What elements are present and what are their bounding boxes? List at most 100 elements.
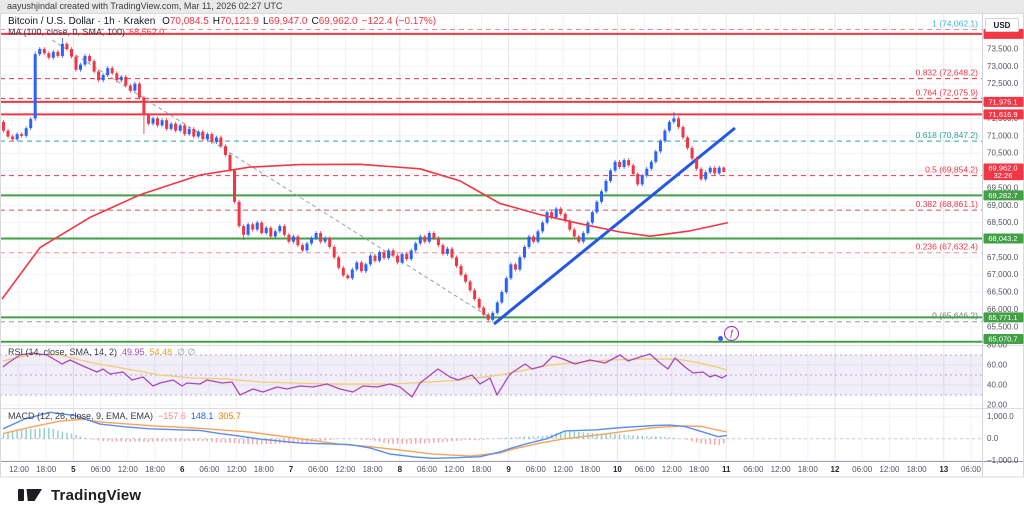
svg-text:69,962.0: 69,962.0 <box>988 164 1017 173</box>
ohlc-open-value: 70,084.5 <box>169 16 209 27</box>
fib-label: 0.618 (70,847.2) <box>916 130 979 140</box>
price-tick-label: 71,000.0 <box>987 131 1019 140</box>
ohlc-high-value: 70,121.9 <box>220 16 259 27</box>
ma-legend[interactable]: MA (100, close, 0, SMA, 100) 68,562.0 <box>8 27 164 37</box>
trendline-descending[interactable] <box>51 39 498 323</box>
macd-line[interactable] <box>2 411 728 460</box>
time-tick-label: 18:00 <box>689 465 710 474</box>
fib-label: 0.236 (67,632.4) <box>916 242 979 252</box>
price-tick-label: 66,000.0 <box>987 305 1019 314</box>
ohlc-close-label: C <box>311 16 319 27</box>
fib-label: 0.832 (72,648.2) <box>916 68 979 78</box>
time-tick-label: 06:00 <box>743 465 764 474</box>
rsi-tick-label: 80.00 <box>987 341 1008 350</box>
rsi-legend-title[interactable]: RSI (14, close, SMA, 14, 2) <box>8 347 118 357</box>
time-tick-label: 6 <box>180 465 185 474</box>
time-tick-label: 18:00 <box>254 465 275 474</box>
rsi-legend[interactable]: RSI (14, close, SMA, 14, 2) 49.95 54.48 ∅ ∅ <box>8 347 195 358</box>
current-price-badge <box>983 163 1024 181</box>
marker-dot-icon <box>718 336 723 341</box>
rsi-tick-label: 20.00 <box>987 401 1008 410</box>
chart-border <box>0 13 1024 478</box>
macd-histogram <box>2 427 725 445</box>
change-value: −122.4 (−0.17%) <box>361 16 437 27</box>
time-tick-label: 18:00 <box>36 465 57 474</box>
time-tick-label: 12:00 <box>9 465 30 474</box>
time-tick-label: 12:00 <box>118 465 139 474</box>
macd-signal-value: 305.7 <box>218 411 241 421</box>
ohlc-low-label: L <box>262 16 269 27</box>
macd-legend[interactable]: MACD (12, 26, close, 9, EMA, EMA) −157.6 1… <box>8 411 241 421</box>
trendline-ascending-support[interactable] <box>493 126 736 326</box>
time-tick-label: 06:00 <box>852 465 873 474</box>
time-tick-label: 18:00 <box>580 465 601 474</box>
time-tick-label: 18:00 <box>907 465 928 474</box>
price-tick-label: 66,500.0 <box>987 288 1019 297</box>
svg-text:65,070.7: 65,070.7 <box>988 335 1017 344</box>
fib-retracement[interactable]: 1 (74,062.1) 0.832 (72,648.2) 0.764 (72,07… <box>0 19 982 323</box>
rsi-band <box>0 354 982 396</box>
time-tick-label: 06:00 <box>635 465 656 474</box>
time-tick-label: 18:00 <box>798 465 819 474</box>
tradingview-brand-text[interactable]: TradingView <box>51 486 142 504</box>
ohlc-high-label: H <box>212 16 221 27</box>
ohlc-low-value: 69,947.0 <box>268 16 308 27</box>
svg-text:69,282.7: 69,282.7 <box>988 191 1017 200</box>
currency-toggle-button[interactable]: USD <box>985 18 1019 32</box>
price-badge <box>983 109 1024 120</box>
macd-histogram-value: −157.6 <box>158 411 186 421</box>
price-tick-label: 73,000.0 <box>987 62 1019 71</box>
rsi-band-values: ∅ ∅ <box>177 347 196 357</box>
fib-label: 0.764 (72,075.9) <box>916 87 979 97</box>
attribution-bar: aayushjindal created with TradingView.co… <box>0 0 1024 13</box>
time-tick-label: 18:00 <box>471 465 492 474</box>
price-axis[interactable]: 73,500.073,000.072,500.072,000.071,500.0… <box>983 28 1024 465</box>
time-tick-label: 12:00 <box>662 465 683 474</box>
time-tick-label: 10 <box>613 465 622 474</box>
price-tick-label: 68,500.0 <box>987 218 1019 227</box>
ma-100-line[interactable] <box>1 163 729 300</box>
symbol-legend[interactable]: Bitcoin / U.S. Dollar · 1h · Kraken O70,… <box>8 16 440 27</box>
tradingview-logo-icon[interactable] <box>18 485 44 505</box>
price-badge <box>983 96 1024 107</box>
time-tick-label: 5 <box>71 465 76 474</box>
rsi-tick-label: 60.00 <box>987 361 1008 370</box>
time-axis[interactable]: 12:00 18:00 5 06:00 12:00 18:00 6 06:00 12:00 18:… <box>9 465 982 474</box>
macd-tick-label: −1,000.0 <box>987 456 1019 465</box>
ohlc-close-value: 69,962.0 <box>318 16 358 27</box>
time-tick-label: 11 <box>722 465 731 474</box>
time-tick-label: 18:00 <box>145 465 166 474</box>
attribution-text: aayushjindal created with TradingView.co… <box>7 1 283 11</box>
ma-legend-title[interactable]: MA (100, close, 0, SMA, 100) <box>8 27 126 37</box>
rsi-value: 49.95 <box>122 347 145 357</box>
rsi-line[interactable] <box>2 352 728 398</box>
time-tick-label: 7 <box>289 465 294 474</box>
price-badge <box>983 312 1024 323</box>
candles[interactable] <box>2 38 726 322</box>
price-badge <box>983 233 1024 244</box>
time-tick-label: 06:00 <box>961 465 982 474</box>
time-tick-label: 13 <box>939 465 948 474</box>
symbol-title[interactable]: Bitcoin / U.S. Dollar · 1h · Kraken <box>8 16 156 27</box>
time-tick-label: 12:00 <box>227 465 248 474</box>
time-tick-label: 12:00 <box>335 465 356 474</box>
fib-label: 0.382 (68,861.1) <box>916 199 979 209</box>
price-tick-label: 67,000.0 <box>987 270 1019 279</box>
time-tick-label: 06:00 <box>308 465 329 474</box>
time-tick-label: 12:00 <box>879 465 900 474</box>
price-badge <box>983 190 1024 201</box>
rsi-ma-line[interactable] <box>2 353 728 385</box>
fib-label: 0.5 (69,854.2) <box>925 165 978 175</box>
macd-line-value: 148.1 <box>190 411 214 421</box>
time-tick-label: 12 <box>831 465 840 474</box>
time-tick-label: 06:00 <box>199 465 220 474</box>
macd-tick-label: 0.0 <box>987 434 999 443</box>
price-tick-label: 65,500.0 <box>987 322 1019 331</box>
macd-legend-title[interactable]: MACD (12, 26, close, 9, EMA, EMA) <box>8 411 154 421</box>
macd-signal-line[interactable] <box>2 418 728 457</box>
horizontal-levels[interactable] <box>0 32 982 343</box>
drawing-marker-icon[interactable]: ƒ <box>718 326 739 341</box>
price-tick-label: 67,500.0 <box>987 253 1019 262</box>
